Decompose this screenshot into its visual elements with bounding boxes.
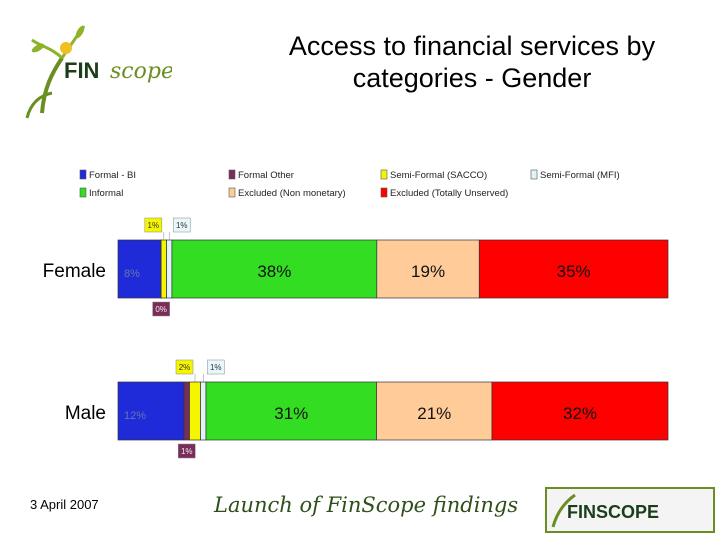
category-label-male: Male [65, 403, 106, 424]
legend-swatch-excluded-non-monetary [228, 187, 236, 198]
bar-segment-female-excluded-totally-unserved [478, 239, 669, 299]
chart-bars: Female 8% 0% 1% 1% 38% 19% 35% Male 12% 1% 2% 1% 31% 2… [43, 217, 669, 459]
legend-label-excluded-non-monetary: Excluded (Non monetary) [238, 188, 346, 199]
data-label-male-excluded-non-monetary: 21% [417, 404, 451, 423]
slide-title: Access to financial services by categori… [232, 30, 712, 94]
legend-label-formal-other: Formal Other [238, 170, 294, 181]
slide-title-line1: Access to financial services by [288, 31, 656, 61]
footer-tagline: Launch of FinScope findings [214, 493, 519, 517]
bar-segment-male-semi-formal-sacco [189, 381, 201, 441]
slide-title-line2: categories - Gender [352, 63, 592, 93]
legend-swatch-excluded-totally-unserved [380, 187, 388, 198]
data-label-female-excluded-non-monetary: 19% [411, 262, 445, 281]
data-label-female-informal: 38% [257, 262, 291, 281]
callout-box-female-formal-other [152, 301, 170, 317]
callout-label-male-semi-formal-sacco: 2% [179, 363, 191, 372]
data-label-female-excluded-totally-unserved: 35% [557, 262, 591, 281]
bar-segment-male-formal-bi [117, 381, 185, 441]
callout-box-female-semi-formal-mfi [172, 217, 191, 233]
logo-scope-text: scope [110, 59, 172, 84]
bar-segment-female-semi-formal-mfi [166, 239, 173, 299]
leaf-figure-icon [25, 25, 86, 119]
data-label-female-formal-bi: 8% [124, 268, 140, 280]
legend-label-semi-formal-sacco: Semi-Formal (SACCO) [390, 170, 487, 181]
data-label-male-formal-bi: 12% [124, 410, 146, 422]
bar-segment-male-excluded-non-monetary [376, 381, 493, 441]
callout-label-male-semi-formal-mfi: 1% [210, 363, 222, 372]
callout-label-male-formal-other: 1% [181, 447, 193, 456]
legend-swatch-semi-formal-sacco [380, 169, 388, 180]
bar-segment-male-semi-formal-mfi [200, 381, 207, 441]
legend-swatch-informal [79, 187, 87, 198]
data-label-male-excluded-totally-unserved: 32% [563, 404, 597, 423]
legend-label-excluded-totally-unserved: Excluded (Totally Unserved) [390, 188, 508, 199]
bar-segment-male-informal [205, 381, 377, 441]
footer-date: 3 April 2007 [30, 497, 99, 512]
logo-fin-text: FIN [64, 58, 99, 83]
bar-segment-female-excluded-non-monetary [376, 239, 480, 299]
finscope-logo-top: FIN scope [25, 25, 172, 119]
bar-segment-female-informal [171, 239, 378, 299]
legend-swatch-semi-formal-mfi [530, 169, 538, 180]
finscope-logo-bottom: FINSCOPE [545, 487, 715, 533]
data-label-male-informal: 31% [274, 404, 308, 423]
callout-box-female-semi-formal-sacco [144, 217, 163, 233]
callout-box-male-formal-other [178, 443, 196, 459]
bar-segment-female-semi-formal-sacco [160, 239, 167, 299]
chart-legend: Formal - BI Formal Other Semi-Formal (SACC… [79, 169, 620, 199]
bar-segment-male-excluded-totally-unserved [491, 381, 669, 441]
stacked-bar-chart: Formal - BI Formal Other Semi-Formal (SACC… [43, 169, 669, 459]
logo-bottom-text: FINSCOPE [567, 502, 659, 522]
leaf-icon [551, 493, 576, 528]
callout-label-female-formal-other: 0% [155, 305, 167, 314]
category-label-female: Female [43, 261, 106, 282]
legend-swatch-formal-bi [79, 169, 87, 180]
legend-label-formal-bi: Formal - BI [89, 170, 136, 181]
callout-label-female-semi-formal-sacco: 1% [148, 221, 160, 230]
bar-segment-male-formal-other [183, 381, 190, 441]
legend-label-informal: Informal [89, 188, 123, 199]
callout-box-male-semi-formal-sacco [175, 359, 194, 375]
legend-label-semi-formal-mfi: Semi-Formal (MFI) [540, 170, 620, 181]
callout-box-male-semi-formal-mfi [207, 359, 225, 375]
legend-swatch-formal-other [228, 169, 236, 180]
callout-label-female-semi-formal-mfi: 1% [176, 221, 188, 230]
